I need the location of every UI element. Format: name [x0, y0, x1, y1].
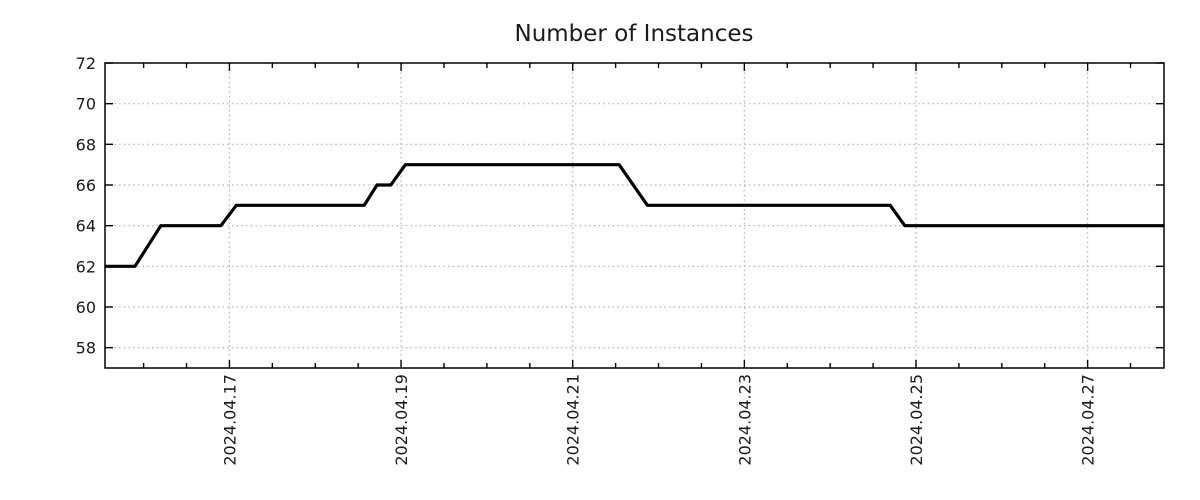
x-tick-label: 2024.04.21: [564, 374, 583, 466]
y-tick-label: 70: [76, 95, 96, 114]
y-tick-label: 72: [76, 54, 96, 73]
plot-border: [104, 62, 1165, 369]
data-line: [105, 163, 1164, 268]
y-tick-label: 66: [76, 176, 96, 195]
x-tick-label: 2024.04.25: [907, 374, 926, 466]
y-axis-labels: 58 60 62 64 66 68 70 72: [76, 54, 96, 358]
y-tick-label: 64: [76, 217, 96, 236]
x-tick-label: 2024.04.27: [1079, 374, 1098, 466]
x-axis-labels: 2024.04.17 2024.04.19 2024.04.21 2024.04.23…: [220, 374, 1097, 466]
y-tick-label: 62: [76, 257, 96, 276]
x-tick-label: 2024.04.23: [735, 374, 754, 466]
x-tick-label: 2024.04.19: [392, 374, 411, 466]
y-tick-label: 68: [76, 135, 96, 154]
y-tick-label: 58: [76, 339, 96, 358]
x-tick-label: 2024.04.17: [220, 374, 239, 466]
chart-title: Number of Instances: [515, 21, 754, 47]
axis-ticks: [105, 62, 1164, 368]
y-tick-label: 60: [76, 298, 96, 317]
gridlines: [105, 63, 1164, 368]
